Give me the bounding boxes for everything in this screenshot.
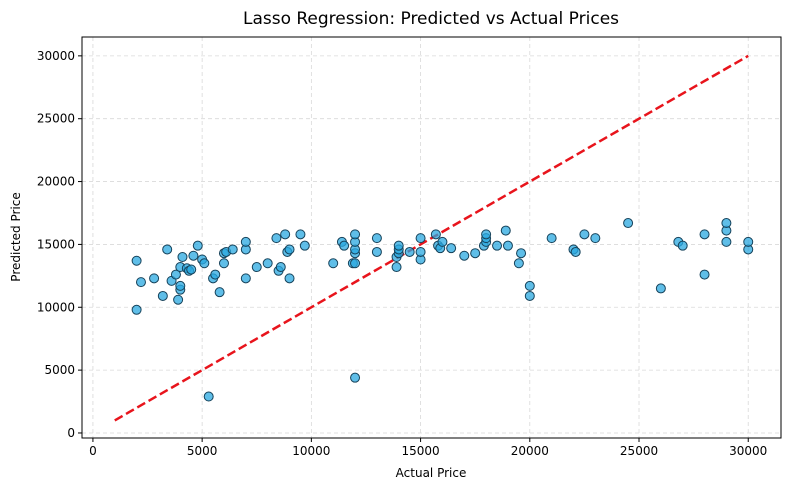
x-axis-label: Actual Price — [396, 466, 467, 480]
data-point — [131, 304, 142, 315]
data-point — [513, 258, 524, 269]
data-point — [299, 240, 310, 251]
data-point — [655, 283, 666, 294]
x-axis-ticks: 0 5000 10000 15000 20000 25000 30000 — [89, 438, 767, 458]
data-point — [135, 277, 146, 288]
data-point — [203, 391, 214, 402]
data-point — [721, 236, 732, 247]
reference-line — [114, 54, 749, 422]
data-point — [430, 229, 441, 240]
data-point — [579, 229, 590, 240]
y-tick-label: 15000 — [37, 237, 75, 251]
data-point — [275, 262, 286, 273]
data-point — [459, 250, 470, 261]
x-tick-label: 10000 — [292, 444, 330, 458]
data-point — [371, 233, 382, 244]
data-point — [240, 236, 251, 247]
data-point — [339, 240, 350, 251]
y-tick-label: 5000 — [44, 363, 75, 377]
data-point — [170, 269, 181, 280]
y-tick-label: 0 — [67, 426, 75, 440]
data-point — [404, 246, 415, 257]
data-point — [240, 273, 251, 284]
data-point — [516, 248, 527, 259]
data-points — [131, 218, 754, 402]
x-tick-label: 5000 — [187, 444, 218, 458]
data-point — [284, 244, 295, 255]
data-point — [175, 280, 186, 291]
data-point — [492, 240, 503, 251]
data-point — [391, 262, 402, 273]
data-point — [350, 258, 361, 269]
data-point — [470, 248, 481, 259]
data-point — [481, 229, 492, 240]
grid-lines — [82, 37, 781, 438]
data-point — [677, 240, 688, 251]
plot-frame — [81, 36, 782, 439]
y-tick-label: 20000 — [37, 175, 75, 189]
data-point — [524, 290, 535, 301]
data-point — [524, 280, 535, 291]
data-point — [371, 246, 382, 257]
data-point — [446, 243, 457, 254]
data-point — [437, 236, 448, 247]
data-point — [743, 236, 754, 247]
x-tick-label: 0 — [89, 444, 97, 458]
data-point — [162, 244, 173, 255]
data-point — [227, 244, 238, 255]
data-point — [157, 290, 168, 301]
x-tick-label: 15000 — [401, 444, 439, 458]
data-point — [186, 264, 197, 275]
data-point — [699, 269, 710, 280]
data-point — [393, 240, 404, 251]
data-point — [721, 218, 732, 229]
data-point — [570, 246, 581, 257]
data-point — [699, 229, 710, 240]
data-point — [328, 258, 339, 269]
data-point — [173, 294, 184, 305]
x-tick-label: 25000 — [620, 444, 658, 458]
y-axis-label: Predicted Price — [9, 192, 23, 281]
y-tick-label: 25000 — [37, 112, 75, 126]
data-point — [590, 233, 601, 244]
data-point — [284, 273, 295, 284]
data-point — [210, 269, 221, 280]
data-point — [199, 258, 210, 269]
data-point — [262, 258, 273, 269]
y-axis-ticks: 0 5000 10000 15000 20000 25000 30000 — [37, 49, 82, 440]
data-point — [280, 229, 291, 240]
data-point — [295, 229, 306, 240]
y-tick-label: 10000 — [37, 300, 75, 314]
data-point — [271, 233, 282, 244]
data-point — [214, 287, 225, 298]
data-point — [131, 255, 142, 266]
data-point — [502, 240, 513, 251]
data-point — [500, 225, 511, 236]
x-tick-label: 20000 — [511, 444, 549, 458]
reference-line-layer — [114, 54, 749, 422]
data-point — [192, 240, 203, 251]
data-point — [623, 218, 634, 229]
data-point — [251, 262, 262, 273]
data-point — [218, 258, 229, 269]
data-point — [149, 273, 160, 284]
data-point — [546, 233, 557, 244]
data-point — [415, 233, 426, 244]
data-point — [177, 251, 188, 262]
data-point — [188, 250, 199, 261]
chart-title: Lasso Regression: Predicted vs Actual Pr… — [243, 9, 619, 29]
data-point — [350, 229, 361, 240]
data-point — [415, 246, 426, 257]
x-tick-label: 30000 — [729, 444, 767, 458]
y-tick-label: 30000 — [37, 49, 75, 63]
data-point — [350, 372, 361, 383]
